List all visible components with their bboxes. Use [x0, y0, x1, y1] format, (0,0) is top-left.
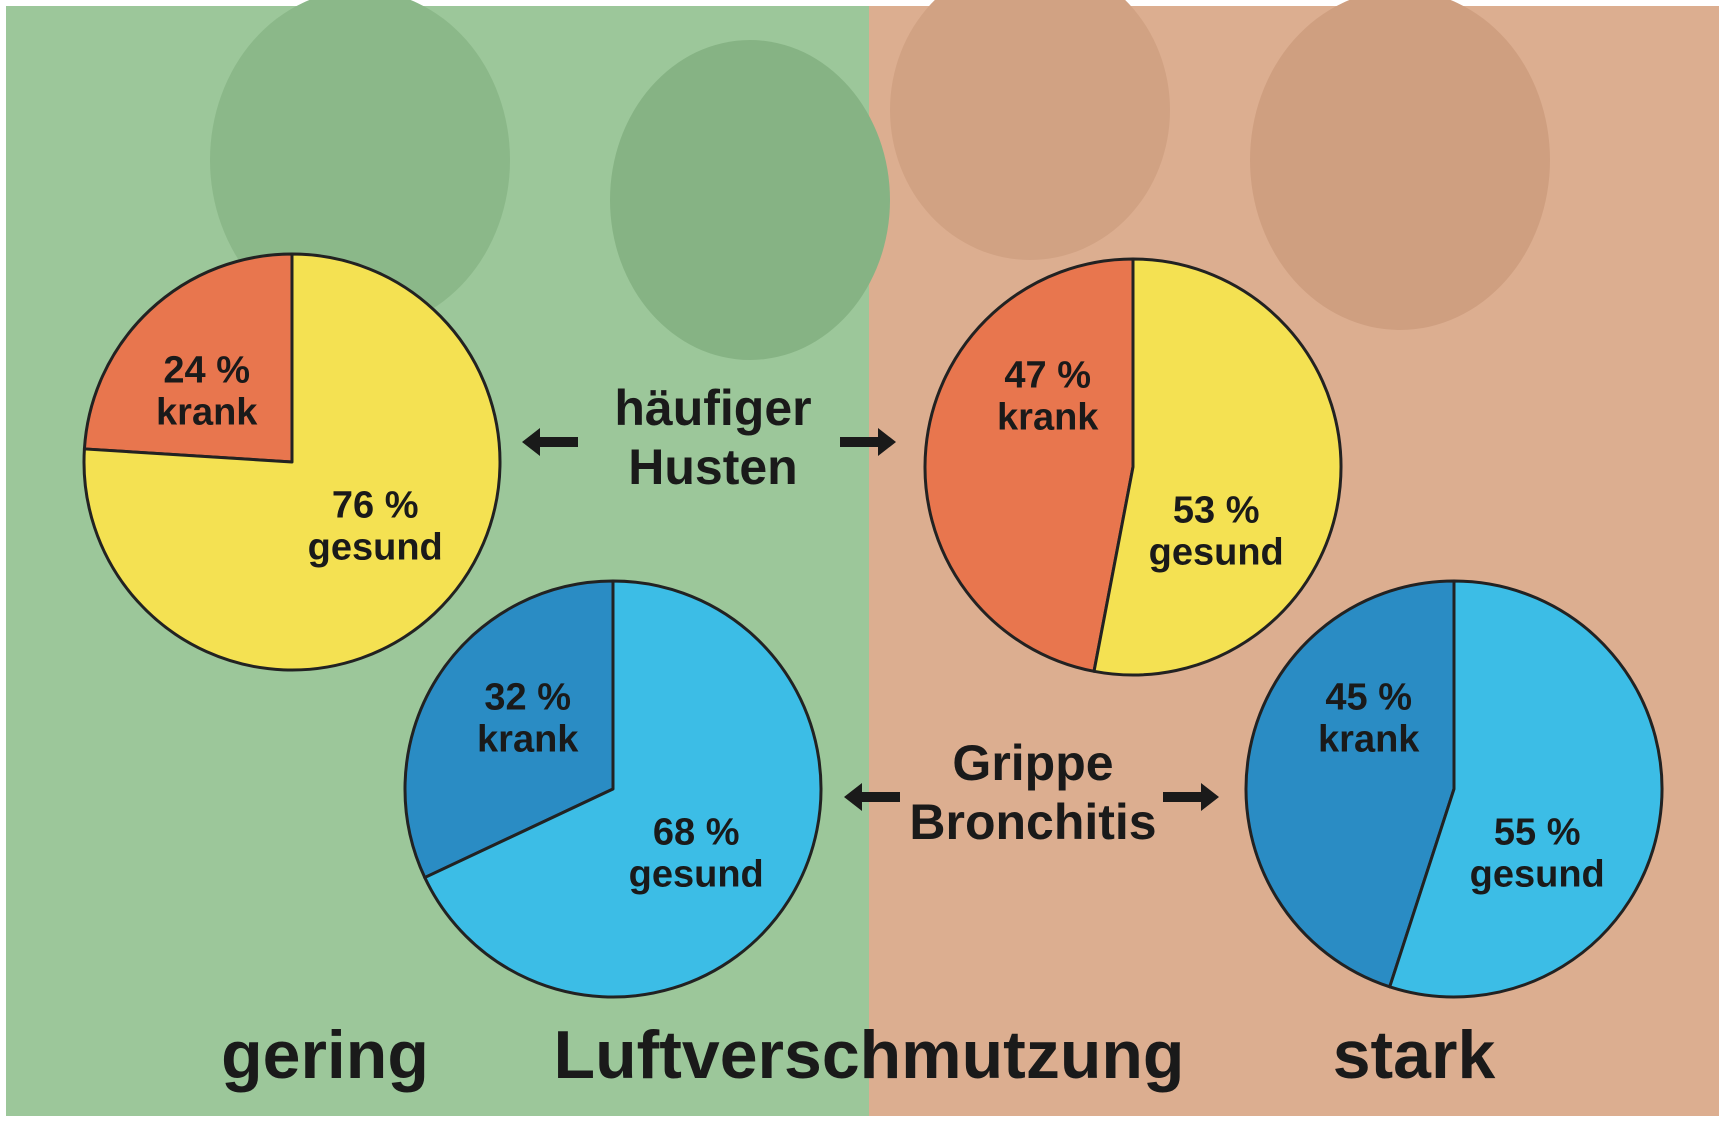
slice-value-label: 76 %	[332, 485, 419, 527]
slice-value-label: 53 %	[1173, 490, 1260, 532]
pie-slice	[923, 257, 1135, 673]
slice-value-label: 47 %	[1004, 354, 1091, 396]
slice-category-label: krank	[997, 396, 1099, 438]
slice-value-label: 55 %	[1494, 812, 1581, 854]
axis-high: stark	[1333, 1017, 1496, 1093]
pie-slice	[1244, 579, 1456, 989]
photo-shape	[610, 40, 890, 360]
slice-value-label: 45 %	[1325, 676, 1412, 718]
pie-slice	[1388, 579, 1664, 999]
slice-category-label: gesund	[1149, 532, 1284, 574]
slice-category-label: krank	[1318, 718, 1420, 760]
slice-category-label: gesund	[308, 527, 443, 569]
photo-shape	[1250, 0, 1550, 330]
slice-category-label: gesund	[629, 854, 764, 896]
arrow-right	[1163, 783, 1219, 811]
arrow-left	[522, 428, 578, 456]
arrow-right	[840, 428, 896, 456]
slice-category-label: krank	[156, 391, 258, 433]
photo-shape	[890, 0, 1170, 260]
axis-low: gering	[221, 1017, 429, 1093]
slice-category-label: krank	[477, 718, 579, 760]
slice-value-label: 68 %	[653, 812, 740, 854]
pie-slice	[403, 579, 615, 880]
pie-slice	[423, 579, 823, 999]
row-label: Bronchitis	[909, 794, 1156, 850]
row-label: Grippe	[952, 735, 1113, 791]
slice-category-label: gesund	[1470, 854, 1605, 896]
pie-slice	[1092, 257, 1343, 677]
slice-value-label: 24 %	[163, 349, 250, 391]
row-label: häufiger	[614, 380, 811, 436]
slice-value-label: 32 %	[484, 676, 571, 718]
photo-shape	[210, 0, 510, 330]
arrows	[522, 428, 1219, 811]
axis-title: Luftverschmutzung	[554, 1017, 1185, 1093]
row-label: Husten	[628, 439, 797, 495]
arrow-left	[844, 783, 900, 811]
pie-slice	[82, 252, 294, 464]
pie-slice	[82, 252, 502, 672]
